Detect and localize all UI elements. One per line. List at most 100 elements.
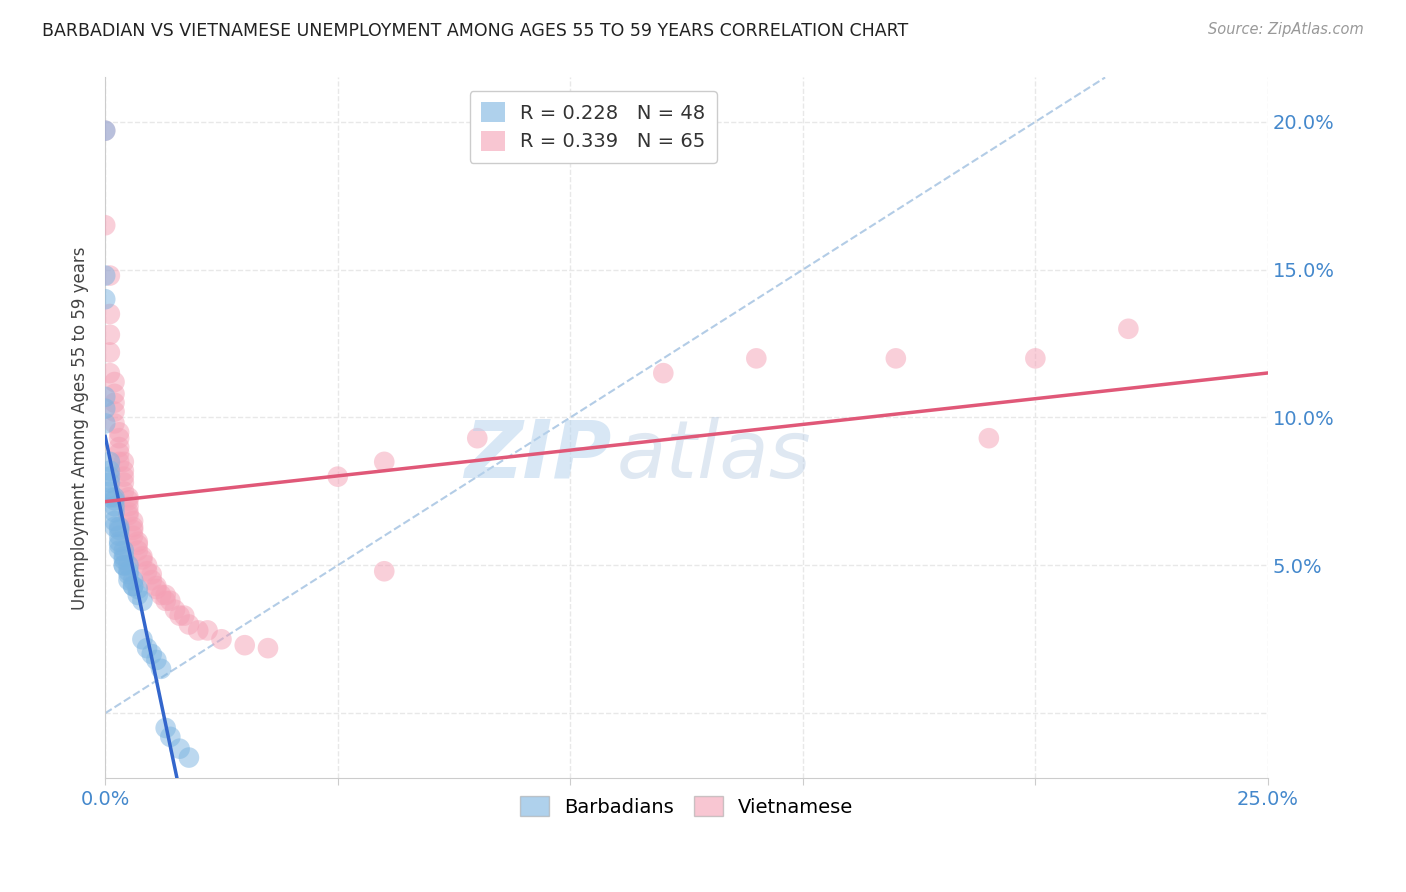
Point — [145, 579, 167, 593]
Point — [652, 366, 675, 380]
Point — [326, 469, 349, 483]
Point — [108, 455, 131, 469]
Point — [112, 484, 135, 499]
Point — [159, 594, 181, 608]
Point — [98, 327, 121, 342]
Point — [108, 523, 131, 537]
Point — [98, 475, 121, 490]
Text: atlas: atlas — [617, 417, 811, 495]
Point — [122, 520, 145, 534]
Point — [211, 632, 233, 647]
Point — [98, 307, 121, 321]
Point — [112, 464, 135, 478]
Point — [103, 387, 125, 401]
Point — [94, 401, 117, 416]
Point — [155, 594, 177, 608]
Point — [745, 351, 768, 366]
Text: Source: ZipAtlas.com: Source: ZipAtlas.com — [1208, 22, 1364, 37]
Point — [177, 750, 200, 764]
Point — [122, 573, 145, 587]
Point — [127, 534, 149, 549]
Point — [127, 543, 149, 558]
Point — [122, 529, 145, 543]
Point — [141, 567, 163, 582]
Point — [94, 417, 117, 431]
Point — [131, 552, 153, 566]
Point — [127, 588, 149, 602]
Point — [103, 514, 125, 528]
Point — [117, 499, 139, 513]
Point — [103, 417, 125, 431]
Point — [94, 123, 117, 137]
Point — [131, 549, 153, 564]
Point — [197, 624, 219, 638]
Point — [233, 638, 256, 652]
Point — [108, 440, 131, 454]
Point — [112, 475, 135, 490]
Point — [127, 538, 149, 552]
Point — [373, 564, 395, 578]
Point — [108, 520, 131, 534]
Point — [108, 431, 131, 445]
Point — [98, 484, 121, 499]
Point — [94, 268, 117, 283]
Point — [136, 641, 159, 656]
Point — [103, 505, 125, 519]
Point — [98, 469, 121, 483]
Point — [98, 491, 121, 505]
Point — [117, 493, 139, 508]
Text: BARBADIAN VS VIETNAMESE UNEMPLOYMENT AMONG AGES 55 TO 59 YEARS CORRELATION CHART: BARBADIAN VS VIETNAMESE UNEMPLOYMENT AMO… — [42, 22, 908, 40]
Point — [159, 730, 181, 744]
Point — [373, 455, 395, 469]
Point — [150, 662, 173, 676]
Point — [108, 538, 131, 552]
Point — [117, 564, 139, 578]
Point — [112, 469, 135, 483]
Point — [169, 608, 191, 623]
Point — [94, 390, 117, 404]
Point — [122, 579, 145, 593]
Point — [108, 534, 131, 549]
Point — [103, 395, 125, 409]
Point — [98, 366, 121, 380]
Point — [141, 647, 163, 661]
Point — [187, 624, 209, 638]
Point — [112, 543, 135, 558]
Point — [173, 608, 195, 623]
Point — [103, 499, 125, 513]
Point — [141, 573, 163, 587]
Text: ZIP: ZIP — [464, 417, 612, 495]
Point — [103, 520, 125, 534]
Point — [112, 552, 135, 566]
Point — [122, 523, 145, 537]
Point — [112, 455, 135, 469]
Point — [117, 508, 139, 522]
Point — [145, 582, 167, 596]
Point — [884, 351, 907, 366]
Point — [98, 268, 121, 283]
Point — [131, 632, 153, 647]
Point — [117, 558, 139, 573]
Point — [117, 491, 139, 505]
Point — [94, 123, 117, 137]
Point — [112, 558, 135, 573]
Point — [103, 375, 125, 389]
Point — [117, 567, 139, 582]
Legend: Barbadians, Vietnamese: Barbadians, Vietnamese — [512, 789, 862, 824]
Point — [155, 721, 177, 735]
Point — [103, 491, 125, 505]
Y-axis label: Unemployment Among Ages 55 to 59 years: Unemployment Among Ages 55 to 59 years — [72, 246, 89, 609]
Point — [122, 514, 145, 528]
Point — [103, 493, 125, 508]
Point — [98, 345, 121, 359]
Point — [108, 529, 131, 543]
Point — [977, 431, 1000, 445]
Point — [108, 446, 131, 460]
Point — [465, 431, 488, 445]
Point — [131, 594, 153, 608]
Point — [169, 741, 191, 756]
Point — [117, 573, 139, 587]
Point — [122, 579, 145, 593]
Point — [1024, 351, 1046, 366]
Point — [155, 588, 177, 602]
